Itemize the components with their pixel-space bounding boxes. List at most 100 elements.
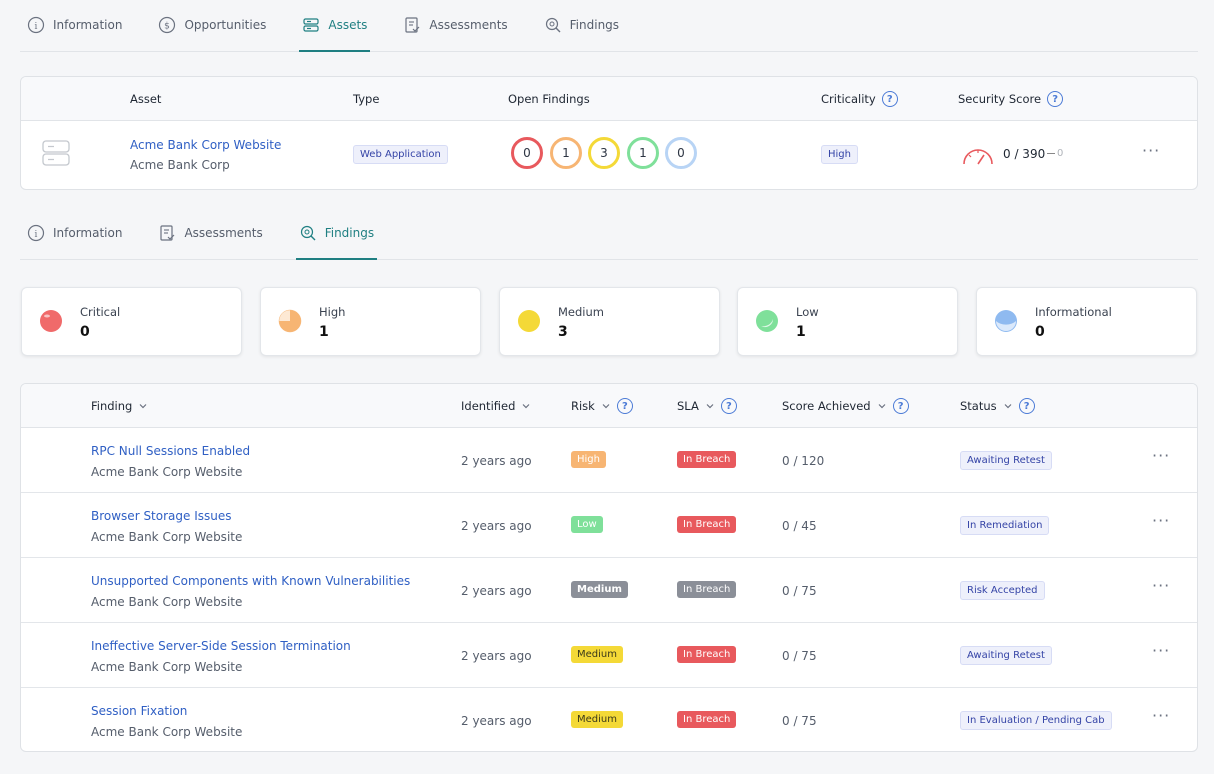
header-risk[interactable]: Risk?: [571, 384, 633, 428]
open-findings-medium[interactable]: 3: [588, 137, 620, 169]
score-delta: 0: [1047, 148, 1063, 159]
severity-label: Low: [796, 305, 819, 319]
table-row[interactable]: RPC Null Sessions Enabled Acme Bank Corp…: [21, 428, 1197, 493]
header-asset[interactable]: Asset: [130, 92, 162, 106]
subtab-information[interactable]: i Information: [24, 208, 125, 260]
tab-assets[interactable]: Assets: [299, 0, 371, 52]
table-row[interactable]: Ineffective Server-Side Session Terminat…: [21, 623, 1197, 688]
header-identified[interactable]: Identified: [461, 384, 531, 428]
tab-label: Findings: [324, 226, 375, 240]
risk-badge: Low: [571, 516, 603, 533]
finding-asset: Acme Bank Corp Website: [91, 530, 243, 544]
finding-asset: Acme Bank Corp Website: [91, 725, 243, 739]
svg-text:i: i: [35, 230, 38, 240]
open-findings-high[interactable]: 1: [550, 137, 582, 169]
table-row[interactable]: Browser Storage Issues Acme Bank Corp We…: [21, 493, 1197, 558]
chevron-down-icon: [522, 404, 530, 409]
chevron-down-icon: [1004, 404, 1012, 409]
severity-informational-icon: [995, 310, 1017, 332]
finding-asset: Acme Bank Corp Website: [91, 465, 243, 479]
header-open-findings[interactable]: Open Findings: [508, 92, 590, 106]
header-sla[interactable]: SLA?: [677, 384, 737, 428]
tab-label: Opportunities: [184, 18, 267, 32]
asset-table-header: Asset Type Open Findings Criticality? Se…: [21, 77, 1197, 121]
subtab-findings[interactable]: Findings: [295, 208, 378, 260]
risk-badge: Medium: [571, 711, 623, 728]
status-badge: Awaiting Retest: [960, 646, 1052, 665]
severity-label: Informational: [1035, 305, 1112, 319]
open-findings-informational[interactable]: 0: [665, 137, 697, 169]
finding-title-link[interactable]: Session Fixation: [91, 704, 188, 718]
severity-count: 0: [80, 324, 90, 340]
gauge-icon: [963, 149, 993, 165]
help-icon[interactable]: ?: [1047, 91, 1064, 107]
more-options-button[interactable]: ···: [1152, 576, 1171, 595]
sla-badge: In Breach: [677, 711, 737, 728]
finding-title-link[interactable]: Browser Storage Issues: [91, 509, 232, 523]
asset-type-badge: Web Application: [353, 145, 448, 164]
finding-title-link[interactable]: Ineffective Server-Side Session Terminat…: [91, 639, 351, 653]
sla-badge: In Breach: [677, 581, 737, 598]
header-finding[interactable]: Finding: [91, 384, 148, 428]
tab-assessments[interactable]: Assessments: [400, 0, 510, 52]
header-criticality[interactable]: Criticality?: [821, 77, 898, 121]
tab-label: Assessments: [184, 226, 263, 240]
severity-card-informational[interactable]: Informational 0: [976, 287, 1197, 356]
chevron-down-icon: [139, 404, 147, 409]
severity-label: Critical: [80, 305, 121, 319]
more-options-button[interactable]: ···: [1142, 141, 1161, 160]
status-badge: In Remediation: [960, 516, 1050, 535]
asset-row[interactable]: Acme Bank Corp Website Acme Bank Corp We…: [21, 121, 1197, 189]
header-security-score[interactable]: Security Score?: [958, 77, 1064, 121]
open-findings-low[interactable]: 1: [627, 137, 659, 169]
finding-title-link[interactable]: Unsupported Components with Known Vulner…: [91, 574, 411, 588]
help-icon[interactable]: ?: [892, 398, 909, 414]
finding-identified: 2 years ago: [461, 649, 532, 663]
severity-label: Medium: [558, 305, 604, 319]
clipboard-check-icon: [160, 225, 175, 241]
help-icon[interactable]: ?: [720, 398, 737, 414]
info-icon: i: [27, 224, 45, 242]
sla-badge: In Breach: [677, 516, 737, 533]
header-score-achieved[interactable]: Score Achieved?: [782, 384, 909, 428]
open-findings-critical[interactable]: 0: [511, 137, 543, 169]
status-badge: Risk Accepted: [960, 581, 1045, 600]
header-type[interactable]: Type: [353, 92, 380, 106]
help-icon[interactable]: ?: [616, 398, 633, 414]
svg-text:i: i: [35, 22, 38, 32]
severity-card-critical[interactable]: Critical 0: [21, 287, 242, 356]
severity-card-medium[interactable]: Medium 3: [499, 287, 720, 356]
asset-org: Acme Bank Corp: [130, 158, 230, 172]
finding-asset: Acme Bank Corp Website: [91, 660, 243, 674]
severity-card-low[interactable]: Low 1: [737, 287, 958, 356]
more-options-button[interactable]: ···: [1152, 706, 1171, 725]
asset-name-link[interactable]: Acme Bank Corp Website: [130, 138, 282, 152]
tab-findings[interactable]: Findings: [541, 0, 622, 52]
more-options-button[interactable]: ···: [1152, 641, 1171, 660]
criticality-badge: High: [821, 145, 858, 164]
tab-information[interactable]: i Information: [24, 0, 125, 52]
chevron-down-icon: [706, 404, 714, 409]
table-row[interactable]: Session Fixation Acme Bank Corp Website …: [21, 688, 1197, 751]
findings-table: Finding Identified Risk? SLA? Score Achi…: [20, 383, 1198, 752]
more-options-button[interactable]: ···: [1152, 511, 1171, 530]
status-badge: In Evaluation / Pending Cab: [960, 711, 1112, 730]
severity-count: 0: [1035, 324, 1045, 340]
asset-table: Asset Type Open Findings Criticality? Se…: [20, 76, 1198, 190]
severity-medium-icon: [518, 310, 540, 332]
table-row[interactable]: Unsupported Components with Known Vulner…: [21, 558, 1197, 623]
finding-title-link[interactable]: RPC Null Sessions Enabled: [91, 444, 251, 458]
subtab-assessments[interactable]: Assessments: [155, 208, 265, 260]
severity-card-high[interactable]: High 1: [260, 287, 481, 356]
help-icon[interactable]: ?: [881, 91, 898, 107]
header-status[interactable]: Status?: [960, 384, 1035, 428]
help-icon[interactable]: ?: [1018, 398, 1035, 414]
more-options-button[interactable]: ···: [1152, 446, 1171, 465]
findings-table-header: Finding Identified Risk? SLA? Score Achi…: [21, 384, 1197, 428]
score-achieved: 0 / 120: [782, 454, 825, 468]
sub-tab-bar: i Information Assessments Findings: [20, 208, 1198, 260]
sla-badge: In Breach: [677, 646, 737, 663]
server-icon: [303, 18, 319, 32]
sla-badge: In Breach: [677, 451, 737, 468]
tab-opportunities[interactable]: $ Opportunities: [155, 0, 269, 52]
